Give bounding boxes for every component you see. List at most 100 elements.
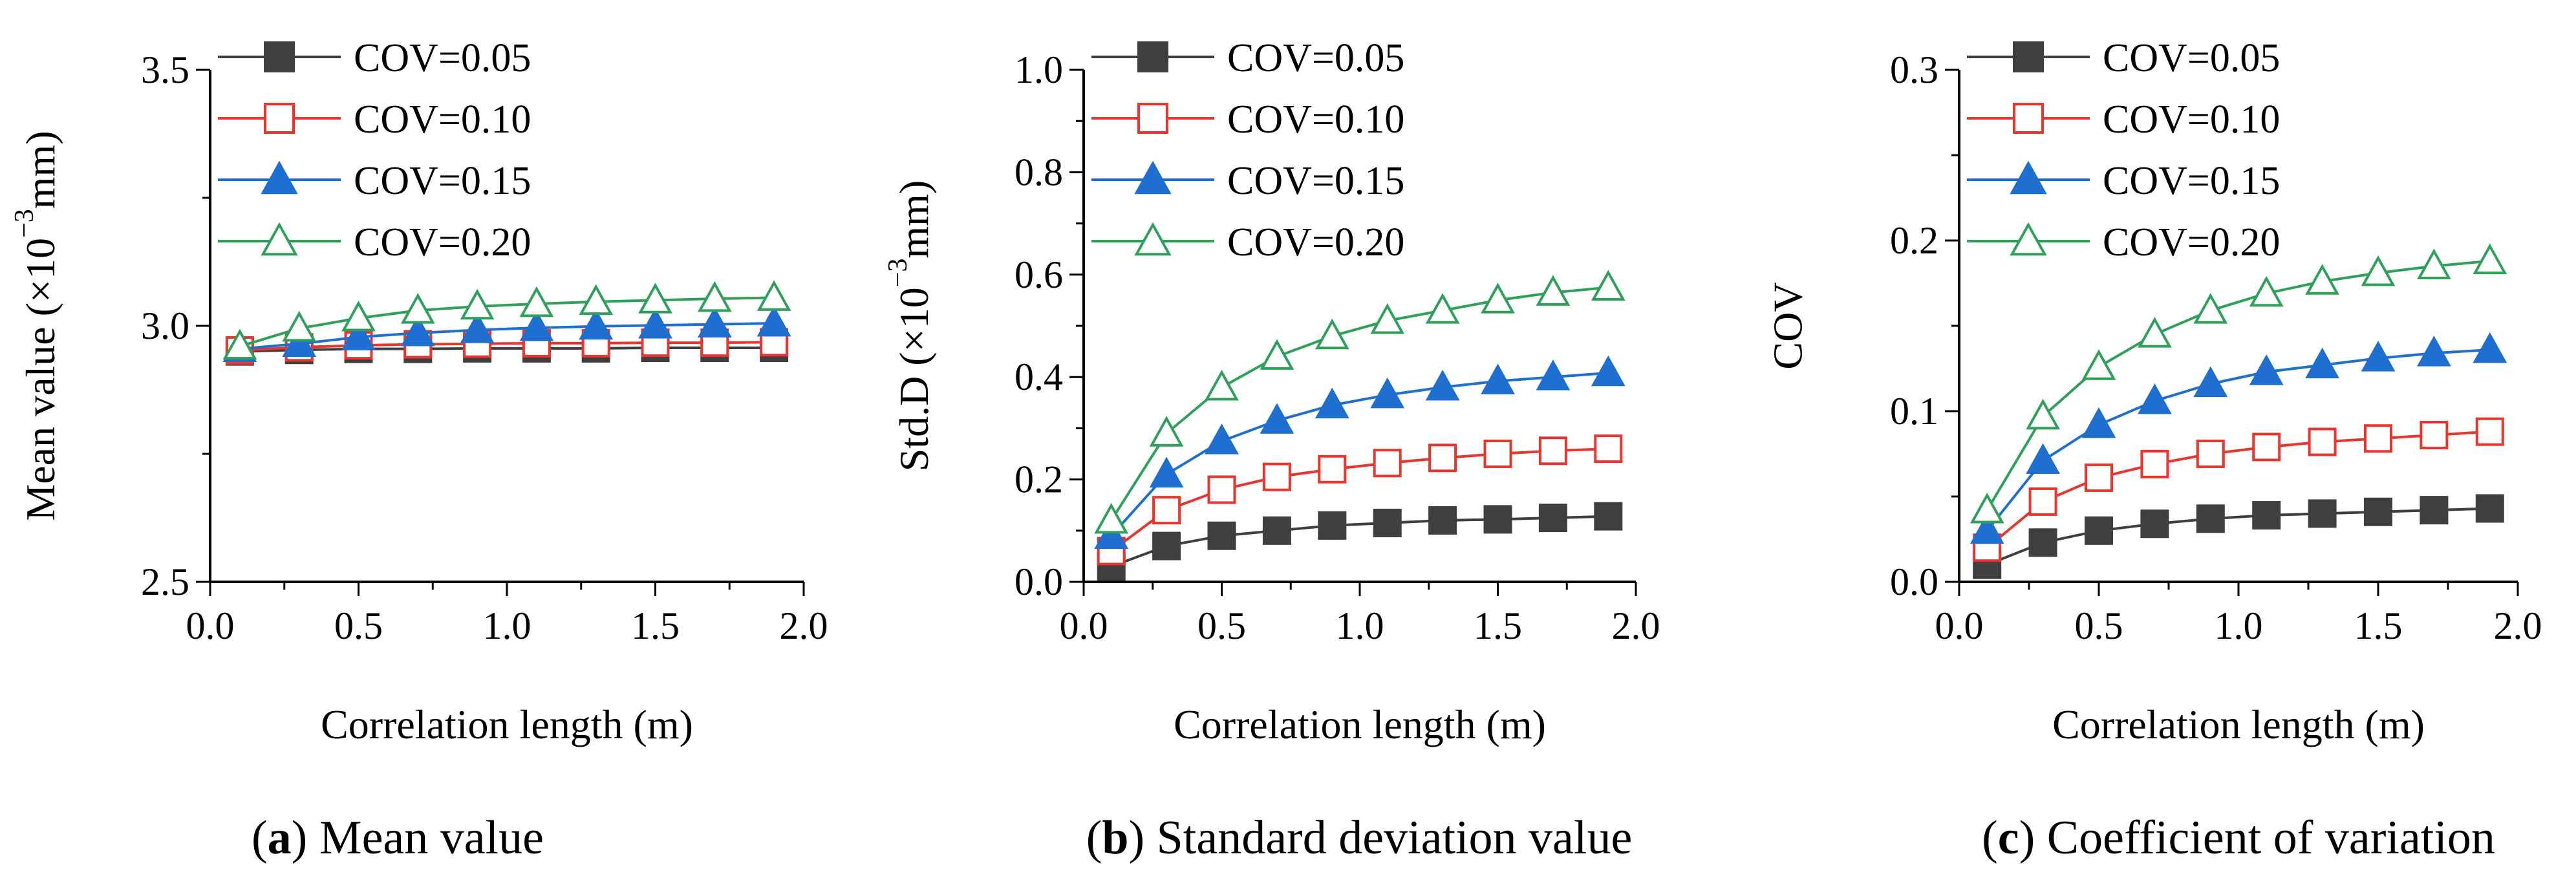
data-point [2026, 443, 2060, 474]
data-point [2361, 255, 2396, 286]
data-point [1970, 493, 2004, 524]
chart-panel-1: 0.0 0.5 1.0 1.5 2.0 2.5 3.0 3.5 Correlation leng… [10, 36, 828, 864]
y-tick-label: 0.0 [1014, 561, 1063, 603]
legend-marker [1134, 160, 1172, 195]
legend-label: COV=0.05 [1227, 36, 1404, 80]
x-tick-label: 1.5 [2354, 604, 2403, 647]
data-point [1260, 339, 1294, 370]
data-point [1481, 363, 1515, 394]
x-tick-label: 0.5 [2075, 604, 2123, 647]
data-point [519, 286, 554, 317]
x-axis-title: Correlation length (m) [321, 701, 693, 747]
series-cov-0-20 [1970, 243, 2507, 524]
data-point [2252, 433, 2281, 462]
panel-caption: (a) Mean value [252, 811, 544, 864]
data-point [1094, 502, 1129, 534]
data-point [757, 280, 791, 311]
series-line [239, 347, 775, 353]
data-point [2252, 501, 2281, 530]
data-point [1370, 303, 1405, 334]
legend-label: COV=0.05 [2103, 36, 2280, 80]
legend-marker [261, 222, 298, 256]
series-line [1986, 507, 2490, 566]
data-point [638, 283, 672, 314]
x-tick-label: 2.0 [780, 604, 828, 647]
legend-label: COV=0.10 [1227, 98, 1404, 142]
x-tick-label: 1.0 [483, 604, 531, 647]
data-point [2305, 264, 2339, 295]
y-tick-label: 0.2 [1890, 219, 1938, 262]
data-point [2140, 449, 2169, 478]
x-tick-label: 2.0 [2494, 604, 2542, 647]
data-point [2249, 354, 2284, 385]
legend-marker [264, 103, 295, 134]
data-point [1594, 434, 1623, 464]
data-point [697, 306, 732, 338]
data-point [1425, 293, 1460, 324]
data-point [1591, 270, 1626, 301]
x-axis-title: Correlation length (m) [1174, 701, 1546, 747]
data-point [2420, 496, 2449, 525]
y-tick-label: 0.1 [1890, 390, 1938, 433]
data-point [2085, 516, 2113, 545]
y-tick-label: 0.0 [1890, 561, 1938, 603]
data-point [1094, 518, 1129, 550]
data-point [519, 310, 554, 341]
legend-marker [1134, 222, 1172, 256]
data-point [1205, 423, 1239, 454]
y-tick-label: 3.5 [141, 48, 189, 91]
data-point [282, 310, 317, 342]
data-point [757, 305, 791, 337]
x-tick-label: 0.5 [334, 604, 383, 647]
data-point [2475, 417, 2504, 446]
data-point [2026, 398, 2060, 430]
data-point [1483, 440, 1512, 468]
data-point [2364, 497, 2392, 526]
y-tick-label: 0.8 [1014, 151, 1063, 193]
legend-label: COV=0.15 [354, 159, 531, 203]
series-line [239, 322, 775, 350]
data-point [1483, 505, 1512, 534]
legend-label: COV=0.15 [2103, 159, 2280, 203]
data-point [1591, 355, 1626, 387]
data-point [1425, 369, 1460, 401]
x-tick-label: 1.5 [1474, 604, 1522, 647]
data-point [2081, 407, 2116, 438]
chart-panel-3: 0.0 0.5 1.0 1.5 2.0 0.0 0.1 0.2 0.3 Correlation l… [1765, 36, 2542, 864]
data-point [222, 328, 257, 360]
data-point [2361, 341, 2396, 372]
legend-marker [1137, 41, 1168, 72]
data-point [1149, 456, 1184, 488]
legend-label: COV=0.20 [1227, 220, 1404, 264]
data-point [2138, 317, 2172, 348]
legend-marker [2010, 160, 2047, 195]
data-point [1538, 504, 1567, 532]
data-point [1149, 416, 1184, 447]
chart-panel-2: 0.0 0.5 1.0 1.5 2.0 0.0 0.2 0.4 0.6 0.8 1.0 Correla… [883, 36, 1660, 864]
x-axis-title: Correlation length (m) [2052, 701, 2425, 747]
data-point [2473, 243, 2507, 275]
data-point [2196, 440, 2225, 468]
data-point [697, 281, 732, 312]
data-point [579, 284, 614, 315]
data-point [2308, 499, 2337, 528]
legend: COV=0.05 COV=0.10 COV=0.15 COV=0.20 [1091, 36, 1404, 264]
data-point [1538, 436, 1567, 465]
data-point [1536, 275, 1571, 306]
data-point [2085, 463, 2113, 492]
x-tick-label: 2.0 [1612, 604, 1660, 647]
data-point [1152, 531, 1181, 561]
data-point [579, 308, 614, 340]
data-point [400, 293, 435, 324]
x-tick-label: 1.0 [1336, 604, 1384, 647]
data-point [2473, 332, 2507, 363]
x-tick-label: 0.0 [1060, 604, 1108, 647]
series-cov-0-20 [1094, 270, 1626, 534]
y-tick-label: 1.0 [1014, 48, 1063, 91]
data-point [2417, 248, 2451, 279]
data-point [2249, 275, 2284, 307]
y-tick-label: 3.0 [141, 305, 189, 347]
y-axis-title: Mean value (×10−3mm) [10, 131, 63, 520]
data-point [1260, 403, 1294, 434]
